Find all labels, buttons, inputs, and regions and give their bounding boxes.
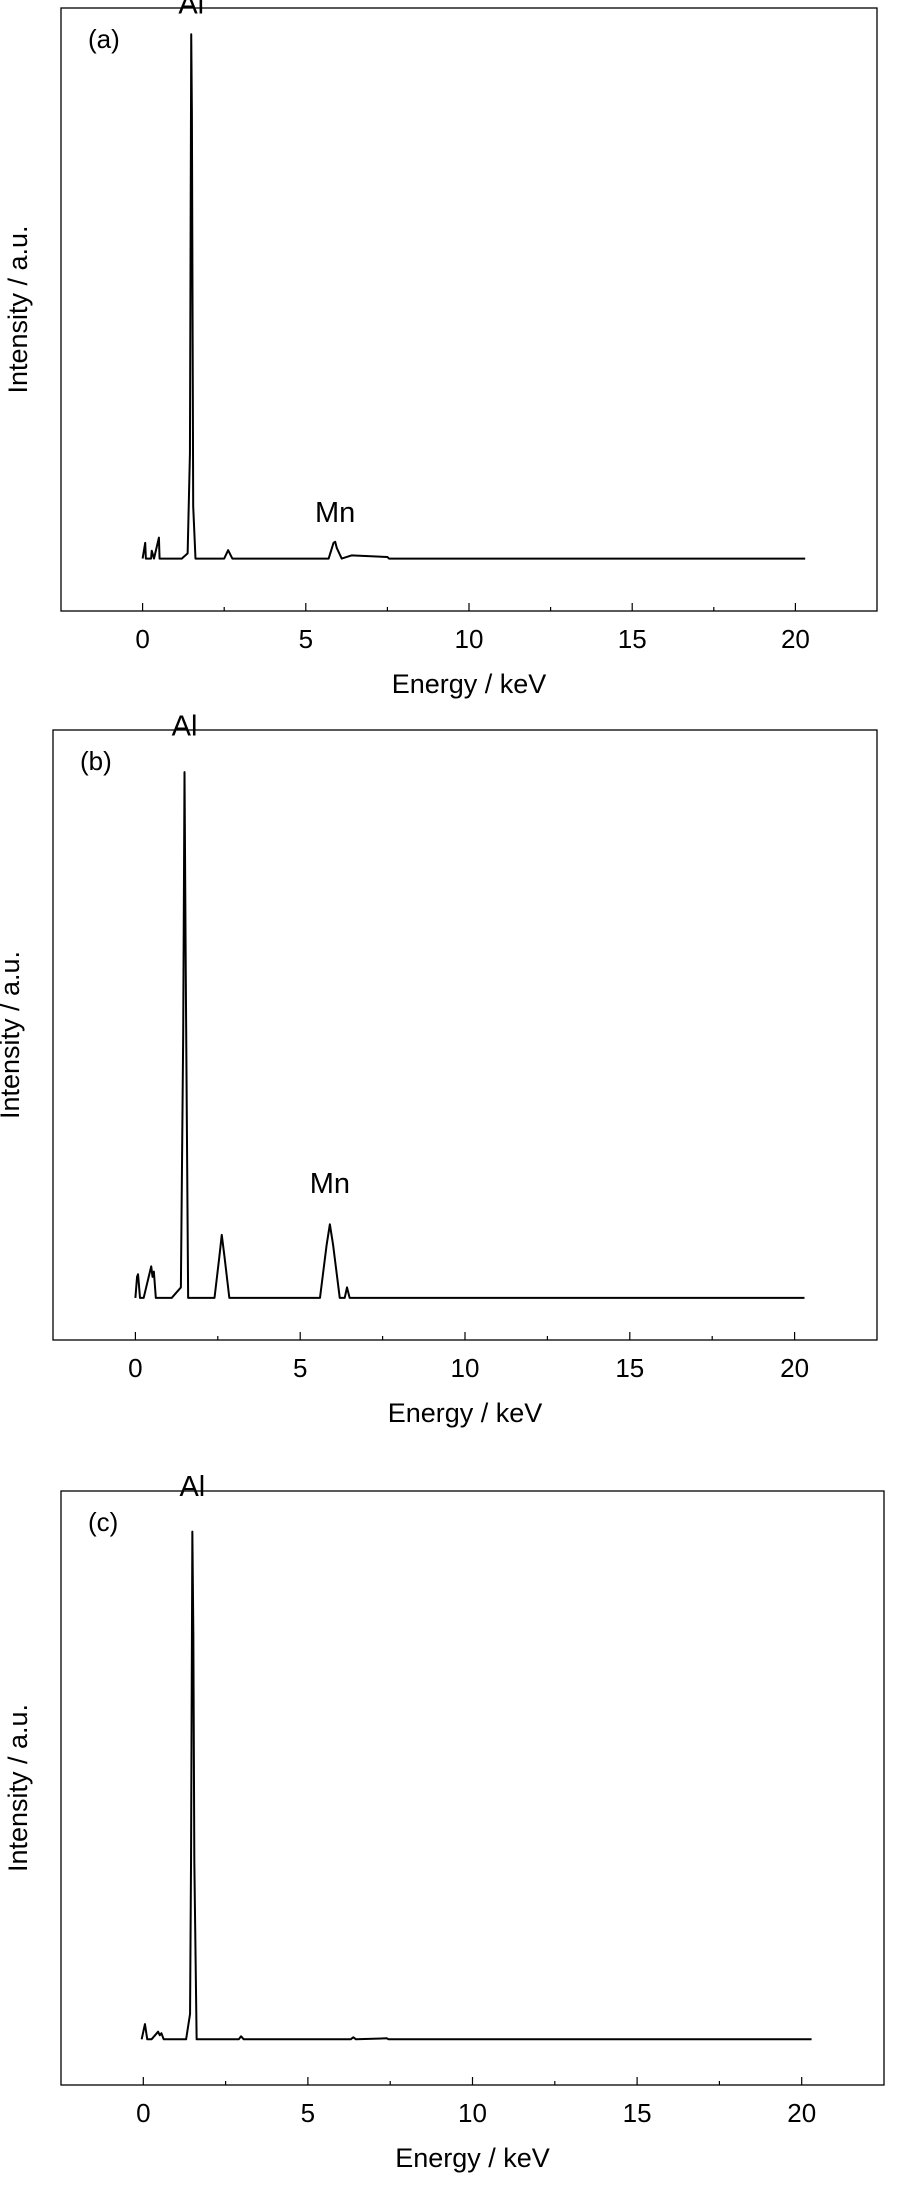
x-tick-label: 0 [128, 1353, 142, 1383]
x-tick-label: 10 [455, 624, 484, 654]
peak-label-al: Al [172, 710, 198, 742]
x-tick-label: 20 [787, 2098, 816, 2128]
panel-label: (c) [88, 1507, 118, 1537]
x-axis-label: Energy / keV [392, 669, 547, 699]
panel-c: 0 5 10 15 20 Energy / keV Intensity / a.u. (c) A… [3, 1471, 885, 2173]
x-tick-label: 0 [135, 624, 149, 654]
x-tick-label: 15 [615, 1353, 644, 1383]
x-tick-label: 5 [293, 1353, 307, 1383]
panel-label: (b) [80, 746, 112, 776]
y-axis-label: Intensity / a.u. [3, 1704, 33, 1872]
peak-label-mn: Mn [315, 497, 355, 529]
plot-frame [60, 1490, 885, 2086]
peak-label-al: Al [178, 0, 204, 20]
x-tick-label: 10 [451, 1353, 480, 1383]
x-axis-label: Energy / keV [395, 2143, 550, 2173]
x-tick-label: 20 [781, 624, 810, 654]
plot-frame [60, 7, 878, 612]
spectrum-line [141, 33, 806, 560]
panel-label: (a) [88, 24, 120, 54]
x-tick-label: 10 [458, 2098, 487, 2128]
panel-a: 0 5 10 15 20 Energy / keV Intensity / a.u. (a) A… [3, 0, 878, 699]
y-axis-label: Intensity / a.u. [0, 951, 25, 1119]
spectrum-line [140, 1530, 812, 2041]
x-tick-label: 20 [780, 1353, 809, 1383]
x-tick-label: 0 [136, 2098, 150, 2128]
x-axis-label: Energy / keV [388, 1398, 543, 1428]
panel-b: 0 5 10 15 20 Energy / keV Intensity / a.u. (b) A… [0, 710, 878, 1428]
spectrum-line [134, 771, 805, 1299]
x-tick-label: 15 [623, 2098, 652, 2128]
peak-label-mn: Mn [310, 1168, 350, 1200]
plot-frame [52, 729, 878, 1341]
y-axis-label: Intensity / a.u. [3, 225, 33, 393]
x-tick-label: 15 [618, 624, 647, 654]
x-tick-label: 5 [301, 2098, 315, 2128]
x-tick-label: 5 [299, 624, 313, 654]
peak-label-al: Al [179, 1471, 205, 1503]
